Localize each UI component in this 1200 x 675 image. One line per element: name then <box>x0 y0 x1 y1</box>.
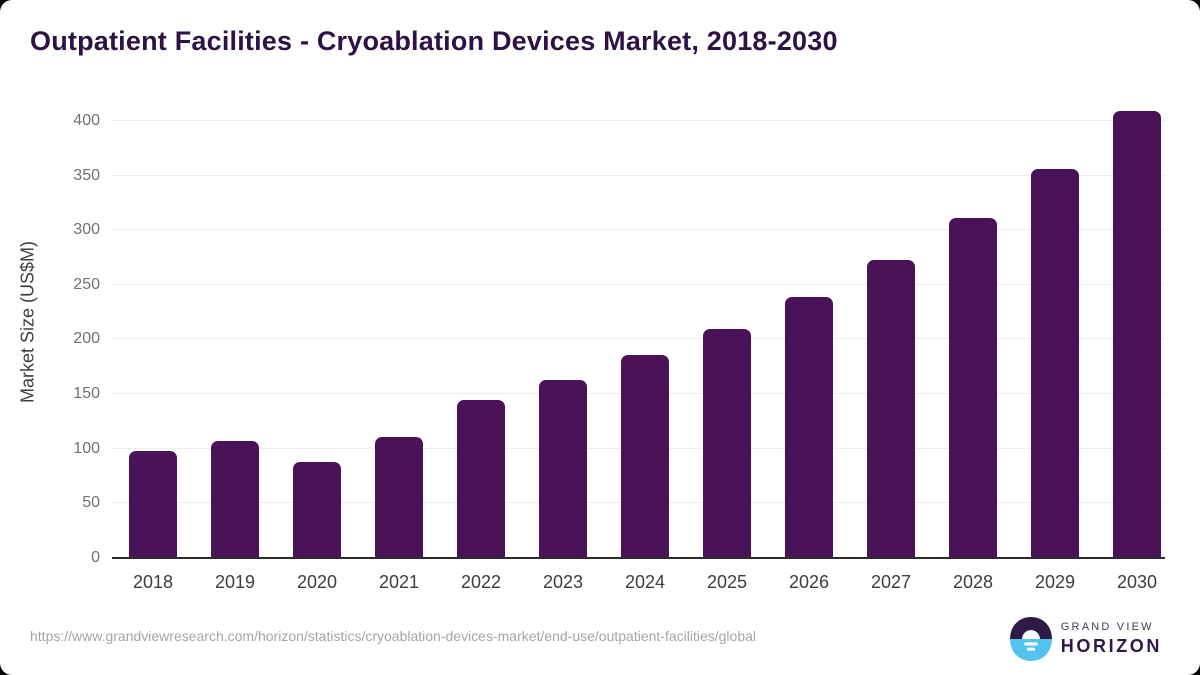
x-tick-label-2022: 2022 <box>460 572 502 592</box>
y-tick-label-200: 200 <box>73 330 100 348</box>
x-tick-label-2024: 2024 <box>624 572 666 592</box>
bar-2023[interactable] <box>539 379 587 558</box>
bar-2025[interactable] <box>703 328 751 558</box>
y-tick-label-350: 350 <box>73 166 100 184</box>
x-tick-label-2028: 2028 <box>952 572 994 592</box>
bar-2019[interactable] <box>211 441 259 558</box>
x-tick-label-2019: 2019 <box>214 572 256 592</box>
x-tick-label-2018: 2018 <box>132 572 174 592</box>
x-tick-label-2030: 2030 <box>1116 572 1158 592</box>
x-tick-label-2027: 2027 <box>870 572 912 592</box>
brand-logo: GRAND VIEW HORIZON <box>1009 617 1162 661</box>
horizon-sun-icon <box>1009 617 1052 661</box>
bar-2022[interactable] <box>457 399 505 558</box>
x-tick-label-2029: 2029 <box>1034 572 1076 592</box>
bar-2020[interactable] <box>293 461 341 558</box>
y-tick-label-0: 0 <box>91 549 100 566</box>
bar-2021[interactable] <box>375 436 423 558</box>
y-tick-label-400: 400 <box>73 111 100 129</box>
source-url: https://www.grandviewresearch.com/horizo… <box>30 628 756 644</box>
bar-2024[interactable] <box>621 354 669 558</box>
x-tick-label-2026: 2026 <box>788 572 830 592</box>
bar-2027[interactable] <box>867 259 915 558</box>
x-tick-label-2023: 2023 <box>542 572 584 592</box>
bar-series <box>112 98 1165 558</box>
gridline-300 <box>112 229 1165 231</box>
y-tick-label-50: 50 <box>82 494 100 512</box>
x-axis-labels: 2018 2019 2020 2021 2022 2023 2024 2025 2026 2027… <box>112 572 1165 593</box>
x-axis-line <box>112 557 1165 559</box>
gridline-350 <box>112 174 1165 176</box>
y-tick-label-250: 250 <box>73 275 100 293</box>
gridline-400 <box>112 119 1165 121</box>
y-tick-label-100: 100 <box>73 439 100 457</box>
x-tick-label-2025: 2025 <box>706 572 748 592</box>
bar-2028[interactable] <box>949 218 997 558</box>
brand-name-bottom: HORIZON <box>1060 635 1162 656</box>
bar-2029[interactable] <box>1031 169 1079 558</box>
gridline-200 <box>112 338 1165 340</box>
brand-text: GRAND VIEW HORIZON <box>1061 621 1162 657</box>
gridline-250 <box>112 283 1165 285</box>
bar-2030[interactable] <box>1113 111 1161 558</box>
bar-2018[interactable] <box>129 450 177 558</box>
page-title: Outpatient Facilities - Cryoablation Dev… <box>30 26 838 56</box>
brand-name-top: GRAND VIEW <box>1060 620 1154 633</box>
y-tick-label-300: 300 <box>73 221 100 239</box>
y-axis-ticks: 0 50 100 150 200 250 300 350 400 <box>0 98 100 566</box>
bar-2026[interactable] <box>785 296 833 558</box>
x-tick-label-2021: 2021 <box>378 572 420 592</box>
y-tick-label-150: 150 <box>73 385 100 403</box>
x-tick-label-2020: 2020 <box>296 572 338 592</box>
plot-area <box>112 98 1165 559</box>
